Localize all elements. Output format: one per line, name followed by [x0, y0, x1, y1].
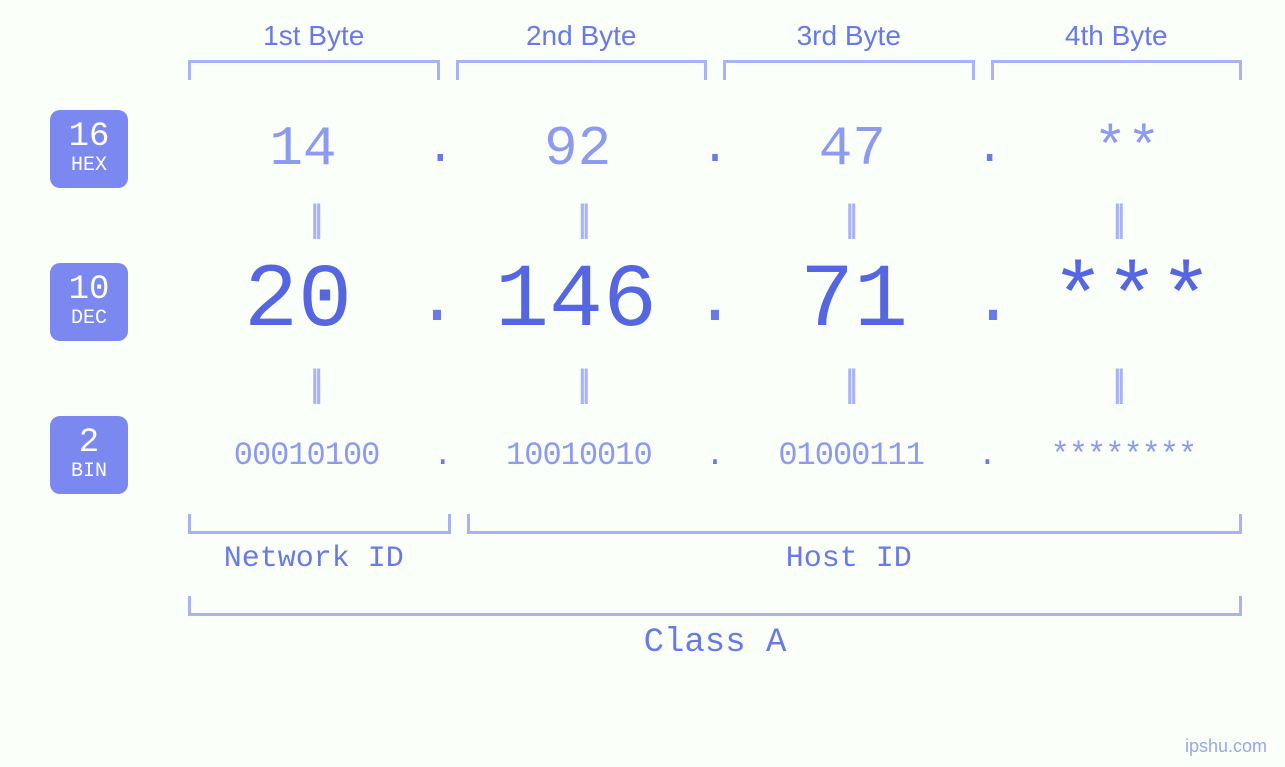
- byte-header-4: 4th Byte: [983, 20, 1251, 52]
- hex-values: 14 . 92 . 47 . **: [180, 117, 1250, 181]
- dec-byte-4: ***: [1014, 251, 1250, 353]
- hex-byte-2: 92: [455, 117, 701, 181]
- bin-badge: 2 BIN: [50, 416, 128, 494]
- ip-diagram: 1st Byte 2nd Byte 3rd Byte 4th Byte 16 H…: [50, 20, 1250, 662]
- byte-headers-row: 1st Byte 2nd Byte 3rd Byte 4th Byte: [180, 20, 1250, 60]
- byte-header-1: 1st Byte: [180, 20, 448, 52]
- network-id-label: Network ID: [180, 542, 448, 576]
- dot-separator: .: [705, 437, 724, 474]
- bracket-icon: [456, 60, 708, 80]
- equals-icon: ||: [180, 363, 448, 406]
- bin-row: 2 BIN 00010100 . 10010010 . 01000111 . *…: [50, 416, 1250, 494]
- byte-header-3: 3rd Byte: [715, 20, 983, 52]
- dot-separator: .: [978, 437, 997, 474]
- host-id-label: Host ID: [448, 542, 1251, 576]
- bin-byte-1: 00010100: [180, 437, 433, 474]
- bin-byte-3: 01000111: [725, 437, 978, 474]
- equals-icon: ||: [448, 363, 716, 406]
- dec-label: DEC: [71, 307, 107, 331]
- equals-icon: ||: [983, 363, 1251, 406]
- bracket-icon: [188, 514, 451, 534]
- dec-byte-3: 71: [736, 251, 972, 353]
- dot-separator: .: [694, 263, 736, 342]
- bin-byte-2: 10010010: [452, 437, 705, 474]
- dec-row: 10 DEC 20 . 146 . 71 . ***: [50, 251, 1250, 353]
- hex-byte-4: **: [1004, 117, 1250, 181]
- id-brackets: [180, 514, 1250, 534]
- id-labels: Network ID Host ID: [180, 542, 1250, 576]
- dot-separator: .: [426, 122, 455, 176]
- byte-brackets: [180, 60, 1250, 80]
- equals-row: || || || ||: [180, 363, 1250, 406]
- bracket-icon: [467, 514, 1243, 534]
- watermark: ipshu.com: [1185, 736, 1267, 757]
- hex-byte-3: 47: [729, 117, 975, 181]
- bin-byte-4: ********: [997, 437, 1250, 474]
- equals-icon: ||: [715, 198, 983, 241]
- dot-separator: .: [972, 263, 1014, 342]
- dec-byte-1: 20: [180, 251, 416, 353]
- bracket-icon: [188, 60, 440, 80]
- dot-separator: .: [975, 122, 1004, 176]
- hex-label: HEX: [71, 154, 107, 178]
- bracket-icon: [723, 60, 975, 80]
- equals-icon: ||: [983, 198, 1251, 241]
- bin-values: 00010100 . 10010010 . 01000111 . *******…: [180, 437, 1250, 474]
- equals-icon: ||: [180, 198, 448, 241]
- class-label: Class A: [180, 624, 1250, 662]
- byte-header-2: 2nd Byte: [448, 20, 716, 52]
- dec-base: 10: [69, 273, 110, 307]
- hex-row: 16 HEX 14 . 92 . 47 . **: [50, 110, 1250, 188]
- dec-badge: 10 DEC: [50, 263, 128, 341]
- bracket-icon: [188, 596, 1242, 616]
- class-bracket-row: [180, 596, 1250, 616]
- hex-badge: 16 HEX: [50, 110, 128, 188]
- bracket-icon: [991, 60, 1243, 80]
- equals-icon: ||: [448, 198, 716, 241]
- equals-row: || || || ||: [180, 198, 1250, 241]
- dec-values: 20 . 146 . 71 . ***: [180, 251, 1250, 353]
- dot-separator: .: [701, 122, 730, 176]
- dec-byte-2: 146: [458, 251, 694, 353]
- bin-base: 2: [79, 426, 99, 460]
- hex-byte-1: 14: [180, 117, 426, 181]
- dot-separator: .: [416, 263, 458, 342]
- equals-icon: ||: [715, 363, 983, 406]
- dot-separator: .: [433, 437, 452, 474]
- bin-label: BIN: [71, 460, 107, 484]
- hex-base: 16: [69, 120, 110, 154]
